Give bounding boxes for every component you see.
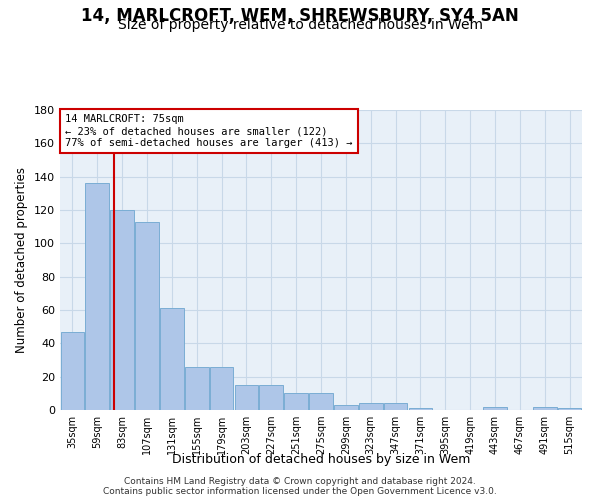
Text: Contains HM Land Registry data © Crown copyright and database right 2024.: Contains HM Land Registry data © Crown c… [124,478,476,486]
Bar [110,210,134,410]
Bar [309,394,333,410]
Bar [384,404,407,410]
Bar [334,405,358,410]
Bar [483,406,507,410]
Bar [85,184,109,410]
Text: Size of property relative to detached houses in Wem: Size of property relative to detached ho… [118,18,482,32]
Bar [235,385,258,410]
Bar [359,404,383,410]
Bar [210,366,233,410]
Text: 14, MARLCROFT, WEM, SHREWSBURY, SY4 5AN: 14, MARLCROFT, WEM, SHREWSBURY, SY4 5AN [81,8,519,26]
Y-axis label: Number of detached properties: Number of detached properties [16,167,28,353]
Text: Distribution of detached houses by size in Wem: Distribution of detached houses by size … [172,452,470,466]
Bar [185,366,209,410]
Bar [558,408,581,410]
Bar [533,406,557,410]
Bar [61,332,84,410]
Bar [409,408,432,410]
Text: Contains public sector information licensed under the Open Government Licence v3: Contains public sector information licen… [103,488,497,496]
Bar [135,222,159,410]
Bar [284,394,308,410]
Bar [259,385,283,410]
Bar [160,308,184,410]
Text: 14 MARLCROFT: 75sqm
← 23% of detached houses are smaller (122)
77% of semi-detac: 14 MARLCROFT: 75sqm ← 23% of detached ho… [65,114,353,148]
